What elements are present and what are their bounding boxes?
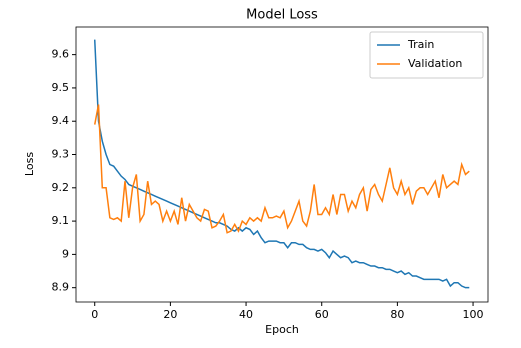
line-series [93, 104, 470, 234]
y-tick-label: 9.3 [52, 148, 70, 161]
x-tick-label: 60 [315, 308, 329, 321]
legend-label: Validation [408, 57, 462, 70]
plot-frame [75, 26, 489, 303]
x-tick-label: 40 [239, 308, 253, 321]
y-tick-label: 9.4 [52, 114, 70, 127]
y-tick-label: 9 [62, 247, 69, 260]
x-tick-label: 0 [91, 308, 98, 321]
x-tick-label: 100 [463, 308, 484, 321]
y-axis-label: Loss [23, 152, 36, 176]
legend-box [369, 31, 484, 79]
y-tick-label: 9.5 [52, 81, 70, 94]
y-tick-label: 9.2 [52, 181, 70, 194]
legend-label: Train [407, 38, 434, 51]
chart-title: Model Loss [246, 8, 318, 23]
x-tick-label: 80 [390, 308, 404, 321]
x-axis-label: Epoch [265, 323, 299, 336]
y-tick-label: 9.6 [52, 48, 70, 61]
y-tick-label: 9.1 [52, 214, 70, 227]
x-tick-label: 20 [163, 308, 177, 321]
y-tick-label: 8.9 [52, 281, 70, 294]
line-series [93, 39, 470, 289]
legend: Train Validation [369, 31, 484, 79]
